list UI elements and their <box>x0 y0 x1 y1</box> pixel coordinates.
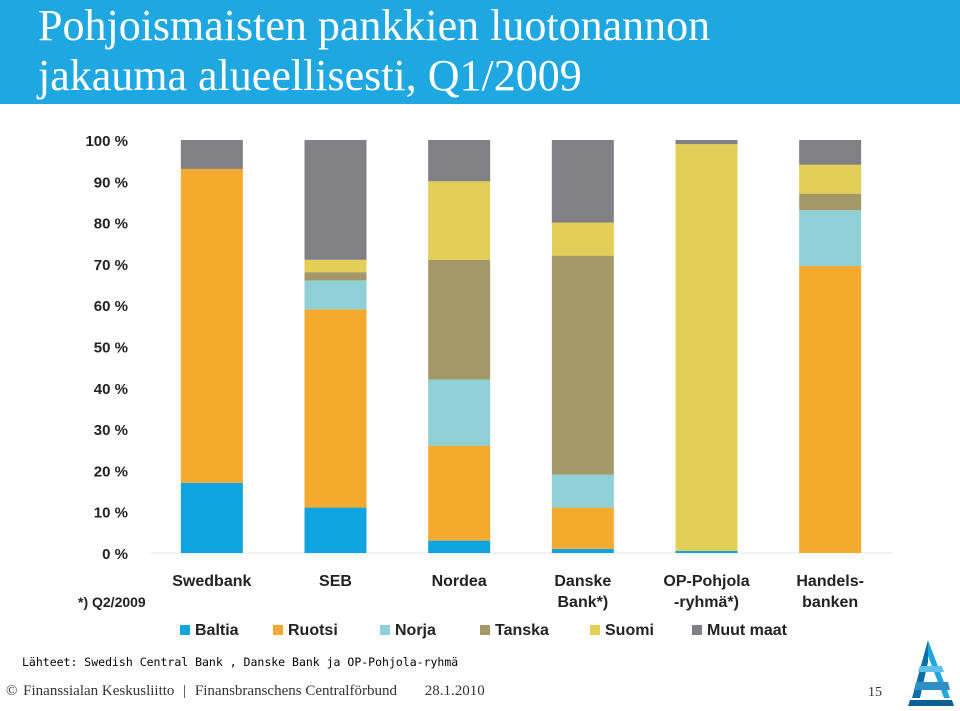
bar-segment-tanska <box>551 255 614 475</box>
legend-swatch <box>692 625 702 635</box>
y-tick-label: 90 % <box>94 174 128 191</box>
footer-org-sv: Finansbranschens Centralförbund <box>194 683 397 699</box>
bar-segment-suomi <box>675 144 738 551</box>
y-tick-label: 70 % <box>94 257 128 274</box>
copyright-icon: © <box>6 683 18 699</box>
stacked-bar-chart: 0 % 10 % 20 % 30 % 40 % 50 % 60 % 70 % 80 % 90 % 1… <box>78 133 892 639</box>
bar-segment-norja <box>428 379 491 446</box>
legend-label: Tanska <box>495 622 549 639</box>
x-tick-label: Bank*) <box>557 594 608 611</box>
fk-logo-icon <box>908 640 954 706</box>
page-title-line1: Pohjoismaisten pankkien luotonannon <box>38 1 711 50</box>
x-tick-label: SEB <box>319 573 352 590</box>
bar-segment-muut-maat <box>428 140 491 182</box>
bar-segment-ruotsi <box>551 507 614 549</box>
bar-segment-baltia <box>551 548 614 553</box>
legend-swatch <box>380 625 390 635</box>
y-tick-label: 50 % <box>94 340 128 357</box>
source-note: Lähteet: Swedish Central Bank , Danske B… <box>22 655 459 669</box>
legend-label: Suomi <box>605 622 654 639</box>
y-tick-label: 30 % <box>94 422 128 439</box>
x-tick-label: Danske <box>554 573 611 590</box>
bar-segment-suomi <box>428 181 491 260</box>
bar-segment-muut-maat <box>180 140 243 169</box>
bar-segment-norja <box>304 280 367 310</box>
bar-segment-norja <box>551 474 614 508</box>
x-tick-label: -ryhmä*) <box>674 594 739 611</box>
bar-segment-muut-maat <box>675 140 738 145</box>
bar-segment-norja <box>799 210 862 266</box>
x-tick-label: Nordea <box>432 573 487 590</box>
footer-separator: | <box>183 683 187 699</box>
bar-segment-suomi <box>304 259 367 273</box>
y-tick-label: 80 % <box>94 216 128 233</box>
bar-segment-muut-maat <box>304 140 367 260</box>
chart-footnote: *) Q2/2009 <box>78 594 146 610</box>
bar-segment-ruotsi <box>304 309 367 508</box>
footer: © Finanssialan Keskusliitto | Finansbran… <box>6 683 487 700</box>
y-tick-label: 10 % <box>94 505 128 522</box>
x-tick-label: OP-Pohjola <box>663 573 749 590</box>
y-tick-label: 0 % <box>102 546 128 563</box>
x-tick-label: Swedbank <box>172 573 251 590</box>
y-tick-label: 60 % <box>94 298 128 315</box>
bar-segment-tanska <box>428 259 491 380</box>
legend-swatch <box>590 625 600 635</box>
legend-swatch <box>273 625 283 635</box>
bar-segment-ruotsi <box>180 168 243 483</box>
bar-segment-suomi <box>551 222 614 256</box>
bar-segment-tanska <box>304 272 367 281</box>
bar-segment-tanska <box>799 193 862 211</box>
page-number: 15 <box>868 685 882 700</box>
page-title-line2: jakauma alueellisesti, Q1/2009 <box>38 51 582 100</box>
legend-label: Norja <box>395 622 436 639</box>
bar-segment-ruotsi <box>428 445 491 541</box>
legend-label: Baltia <box>195 622 239 639</box>
legend-label: Ruotsi <box>288 622 338 639</box>
legend-swatch <box>180 625 190 635</box>
y-tick-label: 20 % <box>94 463 128 480</box>
y-tick-label: 100 % <box>85 133 128 150</box>
title-band: Pohjoismaisten pankkien luotonannon jaka… <box>0 0 960 104</box>
x-tick-label: banken <box>802 594 858 611</box>
bar-segment-muut-maat <box>551 140 614 223</box>
y-tick-label: 40 % <box>94 381 128 398</box>
footer-date: 28.1.2010 <box>424 683 485 699</box>
bar-segment-baltia <box>304 507 367 553</box>
bar-segment-muut-maat <box>799 140 862 165</box>
bar-segment-ruotsi <box>799 265 862 553</box>
bar-segment-baltia <box>675 550 738 553</box>
bar-segment-suomi <box>799 164 862 194</box>
bar-segment-baltia <box>180 482 243 553</box>
footer-org-fi: Finanssialan Keskusliitto <box>23 683 175 699</box>
legend-label: Muut maat <box>707 622 788 639</box>
bar-segment-baltia <box>428 540 491 553</box>
legend-swatch <box>480 625 490 635</box>
x-tick-label: Handels- <box>796 573 864 590</box>
